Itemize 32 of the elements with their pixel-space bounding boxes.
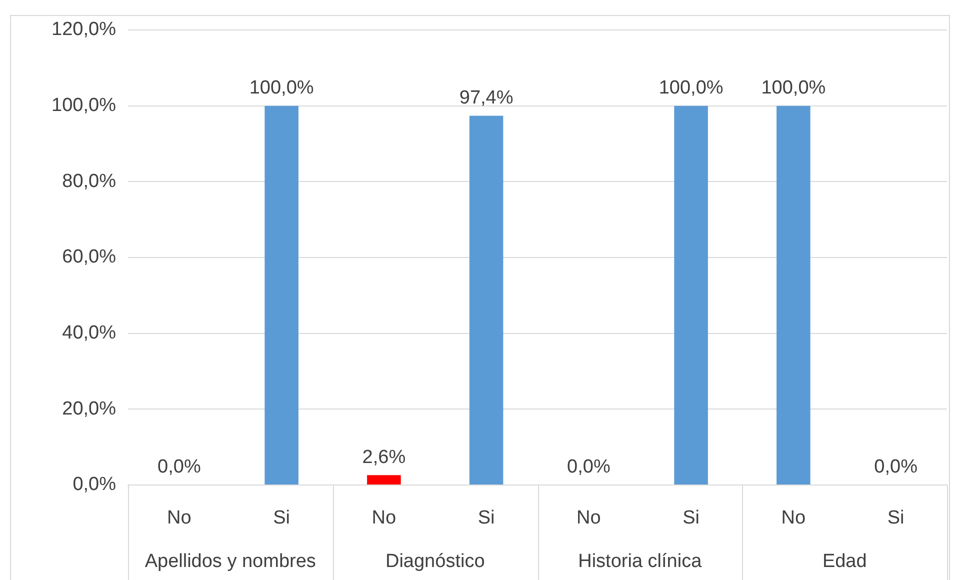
x-tick-label: No — [576, 508, 601, 529]
y-tick-label: 20,0% — [62, 398, 116, 420]
bar — [674, 106, 708, 484]
y-tick-label: 120,0% — [52, 19, 116, 40]
text: Diagnóstico — [385, 551, 485, 572]
x-tick-label: Si — [478, 508, 495, 529]
y-tick-label: 40,0% — [62, 322, 116, 344]
text: Apellidos y nombres — [144, 551, 316, 572]
x-tick-label: Si — [682, 508, 700, 529]
data-label: 0,0% — [567, 456, 610, 478]
text: Edad — [822, 551, 867, 572]
x-tick-label: No — [167, 508, 192, 529]
y-tick-label: 60,0% — [62, 246, 116, 268]
text: Historia clínica — [578, 551, 702, 572]
y-tick-label: 80,0% — [62, 170, 116, 192]
data-label: 2,6% — [362, 446, 406, 468]
x-tick-label: No — [372, 508, 396, 529]
data-label: 100,0% — [761, 78, 826, 99]
data-label: 0,0% — [874, 456, 918, 478]
y-tick-label: 100,0% — [52, 95, 116, 116]
x-tick-label: Si — [887, 508, 904, 529]
data-label: 0,0% — [158, 456, 201, 478]
bar — [367, 475, 401, 484]
data-label: 100,0% — [658, 78, 724, 99]
x-tick-label: Si — [273, 508, 290, 529]
y-tick-label: 0,0% — [72, 474, 116, 496]
data-label: 97,4% — [459, 87, 514, 108]
data-label: 100,0% — [249, 78, 314, 99]
bar — [776, 106, 810, 484]
bar — [264, 106, 298, 484]
bar — [469, 116, 504, 484]
x-tick-label: No — [781, 508, 806, 529]
